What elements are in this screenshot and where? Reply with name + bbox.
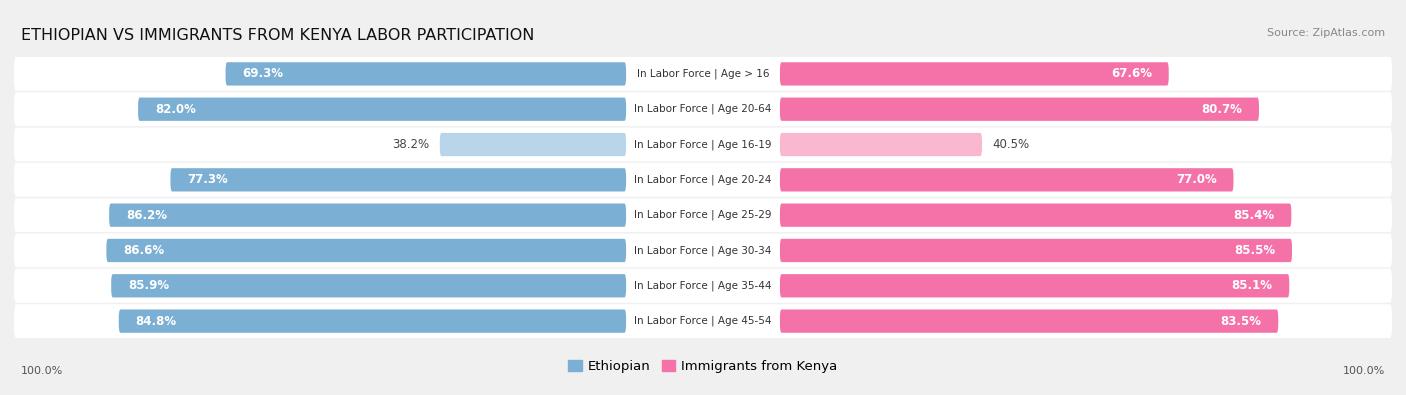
FancyBboxPatch shape bbox=[14, 198, 1392, 232]
FancyBboxPatch shape bbox=[780, 203, 1291, 227]
FancyBboxPatch shape bbox=[138, 98, 626, 121]
Text: In Labor Force | Age 20-24: In Labor Force | Age 20-24 bbox=[634, 175, 772, 185]
FancyBboxPatch shape bbox=[780, 62, 1168, 86]
Text: 100.0%: 100.0% bbox=[21, 366, 63, 376]
Text: 38.2%: 38.2% bbox=[392, 138, 430, 151]
FancyBboxPatch shape bbox=[14, 163, 1392, 197]
FancyBboxPatch shape bbox=[14, 92, 1392, 126]
Legend: Ethiopian, Immigrants from Kenya: Ethiopian, Immigrants from Kenya bbox=[564, 356, 842, 377]
FancyBboxPatch shape bbox=[111, 274, 626, 297]
Text: In Labor Force | Age 35-44: In Labor Force | Age 35-44 bbox=[634, 280, 772, 291]
FancyBboxPatch shape bbox=[440, 133, 626, 156]
Text: 85.5%: 85.5% bbox=[1234, 244, 1275, 257]
Text: 77.0%: 77.0% bbox=[1175, 173, 1216, 186]
Text: 86.2%: 86.2% bbox=[127, 209, 167, 222]
FancyBboxPatch shape bbox=[780, 168, 1233, 192]
FancyBboxPatch shape bbox=[780, 133, 981, 156]
FancyBboxPatch shape bbox=[107, 239, 626, 262]
Text: 40.5%: 40.5% bbox=[993, 138, 1029, 151]
Text: 82.0%: 82.0% bbox=[155, 103, 195, 116]
FancyBboxPatch shape bbox=[780, 309, 1278, 333]
Text: 85.1%: 85.1% bbox=[1232, 279, 1272, 292]
FancyBboxPatch shape bbox=[780, 239, 1292, 262]
Text: In Labor Force | Age 30-34: In Labor Force | Age 30-34 bbox=[634, 245, 772, 256]
Text: 67.6%: 67.6% bbox=[1111, 68, 1152, 81]
FancyBboxPatch shape bbox=[780, 98, 1258, 121]
FancyBboxPatch shape bbox=[14, 128, 1392, 162]
FancyBboxPatch shape bbox=[110, 203, 626, 227]
Text: Source: ZipAtlas.com: Source: ZipAtlas.com bbox=[1267, 28, 1385, 38]
Text: 100.0%: 100.0% bbox=[1343, 366, 1385, 376]
FancyBboxPatch shape bbox=[118, 309, 626, 333]
Text: ETHIOPIAN VS IMMIGRANTS FROM KENYA LABOR PARTICIPATION: ETHIOPIAN VS IMMIGRANTS FROM KENYA LABOR… bbox=[21, 28, 534, 43]
FancyBboxPatch shape bbox=[14, 304, 1392, 338]
Text: 77.3%: 77.3% bbox=[187, 173, 228, 186]
Text: 86.6%: 86.6% bbox=[124, 244, 165, 257]
Text: 85.9%: 85.9% bbox=[128, 279, 169, 292]
FancyBboxPatch shape bbox=[225, 62, 626, 86]
FancyBboxPatch shape bbox=[780, 274, 1289, 297]
Text: 83.5%: 83.5% bbox=[1220, 314, 1261, 327]
Text: In Labor Force | Age 20-64: In Labor Force | Age 20-64 bbox=[634, 104, 772, 115]
FancyBboxPatch shape bbox=[170, 168, 626, 192]
Text: In Labor Force | Age 25-29: In Labor Force | Age 25-29 bbox=[634, 210, 772, 220]
Text: 84.8%: 84.8% bbox=[135, 314, 177, 327]
FancyBboxPatch shape bbox=[14, 57, 1392, 91]
Text: In Labor Force | Age > 16: In Labor Force | Age > 16 bbox=[637, 69, 769, 79]
Text: In Labor Force | Age 16-19: In Labor Force | Age 16-19 bbox=[634, 139, 772, 150]
FancyBboxPatch shape bbox=[14, 269, 1392, 303]
Text: 85.4%: 85.4% bbox=[1233, 209, 1275, 222]
Text: 80.7%: 80.7% bbox=[1201, 103, 1243, 116]
Text: 69.3%: 69.3% bbox=[242, 68, 283, 81]
FancyBboxPatch shape bbox=[14, 233, 1392, 267]
Text: In Labor Force | Age 45-54: In Labor Force | Age 45-54 bbox=[634, 316, 772, 326]
